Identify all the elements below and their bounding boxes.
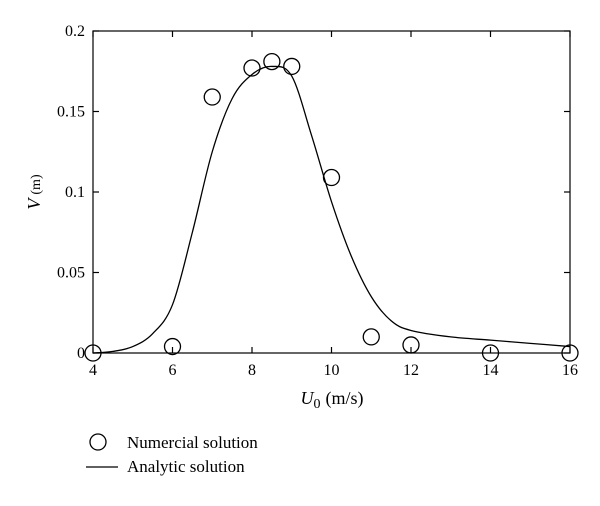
data-point-numerical: [322, 168, 341, 187]
data-point-numerical: [84, 344, 102, 362]
legend-marker-numerical: [89, 433, 107, 451]
data-point-numerical: [402, 336, 420, 354]
legend-label-numerical: Numercial solution: [127, 433, 258, 452]
data-point-numerical: [481, 344, 500, 362]
y-axis-unit: (m): [29, 174, 44, 195]
legend-label-analytic: Analytic solution: [127, 457, 245, 476]
legend: Numercial solution Analytic solution: [86, 433, 258, 476]
x-axis-symbol: U: [301, 388, 315, 408]
data-point-numerical: [283, 57, 301, 76]
y-tick-label: 0: [77, 345, 85, 362]
y-tick-label: 0.1: [65, 184, 85, 201]
series-line-analytic: [92, 65, 571, 354]
y-tick-label: 0.2: [65, 23, 85, 40]
x-tick-label: 14: [483, 362, 499, 379]
x-tick-label: 6: [169, 362, 177, 379]
x-axis-label: U0 (m/s): [301, 388, 364, 412]
data-point-numerical: [263, 52, 281, 71]
x-axis-subscript: 0: [314, 397, 321, 412]
y-axis-label: V (m): [24, 174, 44, 210]
series-layer: [84, 52, 579, 362]
ticks-layer: 4 6 8 10 12 14 16 0 0.05 0.1 0.15 0.2: [57, 23, 578, 379]
data-point-numerical: [243, 59, 261, 77]
x-tick-label: 10: [324, 362, 340, 379]
x-tick-label: 8: [248, 362, 256, 379]
x-axis-unit: (m/s): [326, 388, 364, 409]
data-point-numerical: [561, 344, 579, 362]
plot-frame: [92, 30, 571, 354]
x-tick-label: 12: [403, 362, 419, 379]
x-tick-label: 4: [89, 362, 97, 379]
y-tick-label: 0.15: [57, 104, 85, 121]
data-point-numerical: [163, 337, 182, 356]
y-tick-label: 0.05: [57, 265, 85, 282]
data-point-numerical: [203, 88, 221, 106]
data-point-numerical: [362, 328, 380, 346]
y-axis-symbol: V: [24, 197, 44, 210]
x-tick-label: 16: [562, 362, 578, 379]
